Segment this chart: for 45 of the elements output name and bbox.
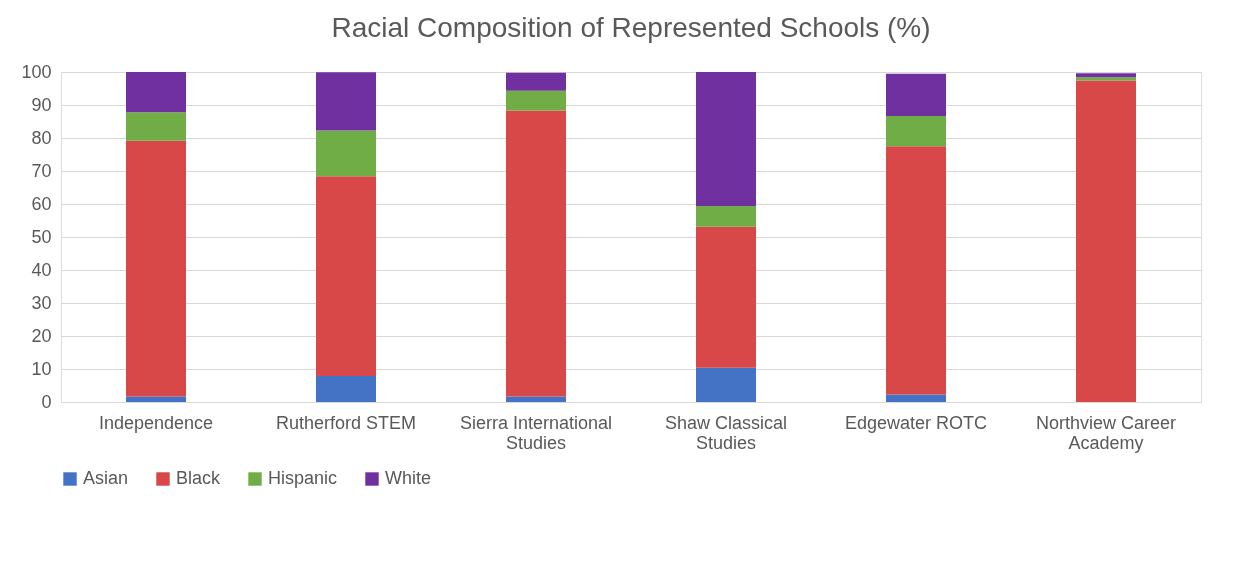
x-tick-label: Sierra International Studies — [459, 412, 613, 453]
x-tick-label: Northview Career Academy — [1035, 412, 1177, 453]
y-tick-label: 70 — [31, 160, 52, 181]
chart-title: Racial Composition of Represented Schools (%) — [331, 12, 931, 43]
bar — [316, 130, 376, 177]
bar — [126, 112, 186, 141]
y-tick-label: 20 — [31, 325, 52, 346]
bar — [886, 394, 946, 402]
bar — [696, 226, 756, 368]
legend-label: Hispanic — [268, 468, 338, 488]
y-tick-label: 60 — [31, 193, 52, 214]
x-tick-label: Shaw Classical Studies — [664, 412, 788, 453]
bar — [1076, 80, 1136, 402]
legend-label: White — [385, 468, 432, 488]
bar — [506, 72, 566, 91]
y-tick-label: 100 — [21, 61, 52, 82]
y-tick-label: 40 — [31, 259, 52, 280]
bar — [506, 90, 566, 111]
legend-label: Black — [176, 468, 222, 488]
y-tick-label: 10 — [31, 358, 52, 379]
bar — [126, 72, 186, 113]
bar — [126, 140, 186, 397]
legend-label: Asian — [83, 468, 129, 488]
bar — [316, 375, 376, 402]
bar — [696, 205, 756, 227]
bar — [886, 115, 946, 147]
y-tick-label: 30 — [31, 292, 52, 313]
x-tick-label: Independence — [98, 412, 214, 433]
bar — [1076, 73, 1136, 78]
y-tick-label: 80 — [31, 127, 52, 148]
y-tick-label: 90 — [31, 94, 52, 115]
bar — [1076, 77, 1136, 81]
bar — [886, 73, 946, 116]
x-tick-label: Edgewater ROTC — [844, 412, 988, 433]
y-tick-label: 50 — [31, 226, 52, 247]
bar — [506, 396, 566, 402]
y-tick-label: 0 — [41, 391, 52, 412]
bar — [886, 146, 946, 395]
bar — [696, 367, 756, 402]
bar — [506, 110, 566, 397]
bar — [316, 72, 376, 131]
bar — [696, 72, 756, 206]
bar — [316, 176, 376, 376]
x-tick-label: Rutherford STEM — [275, 412, 417, 433]
bar — [126, 396, 186, 402]
